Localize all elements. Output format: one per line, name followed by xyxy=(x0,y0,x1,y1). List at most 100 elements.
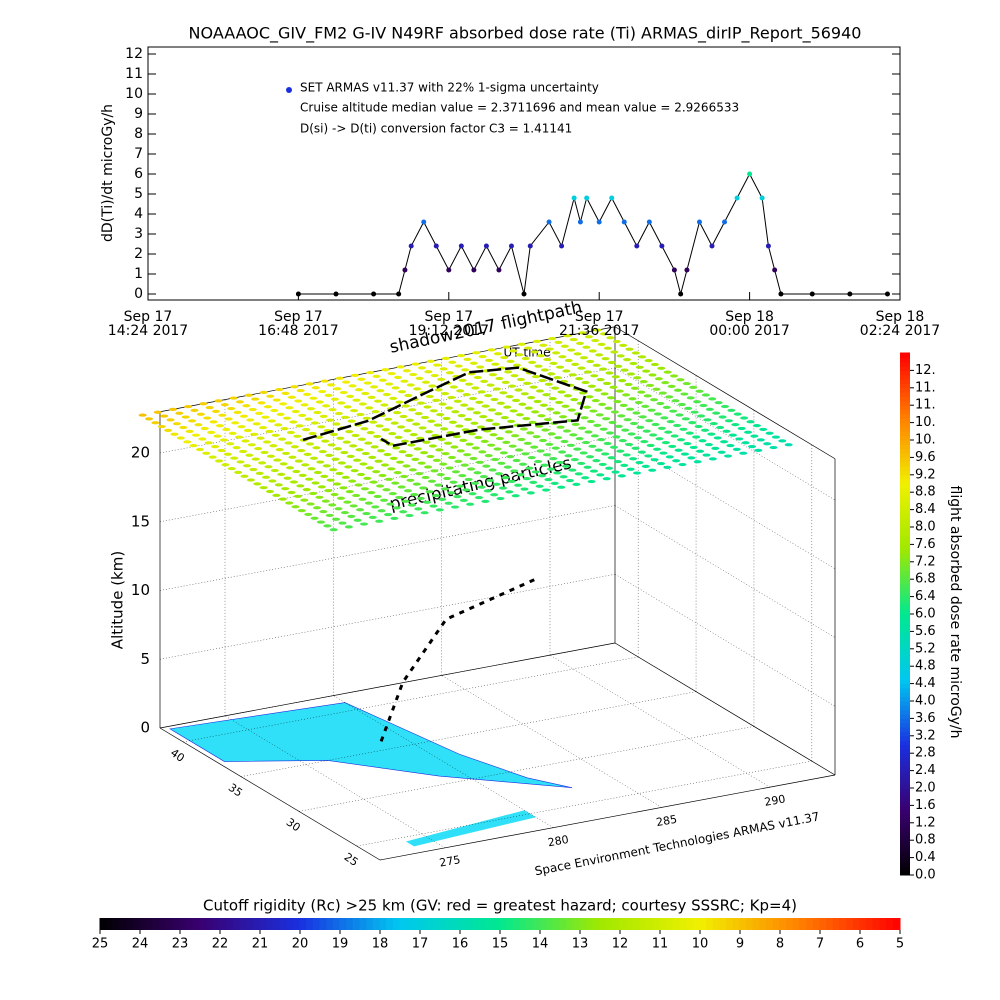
field-cell xyxy=(433,363,442,367)
field-cell xyxy=(276,412,285,416)
field-cell xyxy=(544,382,553,386)
field-cell xyxy=(556,365,565,369)
color-step xyxy=(746,918,754,930)
field-cell xyxy=(699,403,708,408)
field-cell xyxy=(434,483,443,487)
field-cell xyxy=(534,459,543,464)
field-cell xyxy=(211,445,220,449)
field-cell xyxy=(769,445,778,450)
color-step xyxy=(900,356,910,363)
field-cell xyxy=(291,409,300,414)
color-step xyxy=(900,852,910,859)
field-cell xyxy=(576,341,585,345)
field-cell xyxy=(308,431,317,436)
field-cell xyxy=(638,355,647,359)
color-step xyxy=(900,670,910,676)
field-cell xyxy=(432,398,441,402)
field-cell xyxy=(397,485,406,489)
field-cell xyxy=(509,409,518,413)
field-cell xyxy=(603,346,612,350)
color-step xyxy=(452,918,461,930)
field-cell xyxy=(538,474,547,478)
color-step xyxy=(900,417,910,424)
field-cell xyxy=(702,453,711,457)
field-cell xyxy=(422,440,431,444)
color-step xyxy=(459,918,468,930)
field-cell xyxy=(724,454,733,458)
field-cell xyxy=(479,475,488,479)
field-cell xyxy=(469,361,478,365)
field-cell xyxy=(438,497,447,502)
field-cell xyxy=(280,427,289,431)
color-step xyxy=(900,378,910,384)
colorbar-tick-label: 21 xyxy=(252,937,269,952)
field-cell xyxy=(496,401,505,405)
color-step xyxy=(439,918,448,930)
colorbar-tick-label: 19 xyxy=(332,937,349,952)
grid-line xyxy=(614,505,836,638)
field-cell xyxy=(650,398,659,402)
field-cell xyxy=(400,379,409,383)
color-step xyxy=(319,918,328,930)
field-cell xyxy=(658,391,667,395)
field-cell xyxy=(562,429,571,433)
field-cell xyxy=(784,443,793,447)
data-point xyxy=(521,291,527,297)
field-cell xyxy=(575,377,584,381)
field-cell xyxy=(439,367,448,371)
color-step xyxy=(679,918,688,930)
field-cell xyxy=(516,473,525,477)
field-cell xyxy=(334,507,343,511)
field-cell xyxy=(281,391,290,395)
field-cell xyxy=(597,438,606,442)
field-cell xyxy=(400,474,409,479)
color-step xyxy=(900,396,910,402)
field-cell xyxy=(429,504,438,508)
field-cell xyxy=(667,384,676,389)
field-cell xyxy=(451,505,460,509)
field-cell xyxy=(622,393,631,397)
color-step xyxy=(479,918,488,930)
field-cell xyxy=(344,525,353,529)
field-cell xyxy=(319,509,328,514)
field-cell xyxy=(353,518,362,522)
field-cell xyxy=(380,403,389,407)
field-cell xyxy=(659,451,668,455)
field-cell xyxy=(361,391,370,396)
field-cell xyxy=(693,400,702,404)
field-cell xyxy=(634,400,643,405)
field-cell xyxy=(616,354,625,358)
field-cell xyxy=(219,438,228,442)
field-cell xyxy=(617,414,626,418)
field-cell xyxy=(633,376,642,380)
field-cell xyxy=(294,459,303,463)
colorbar-tick-label: 8 xyxy=(776,937,784,952)
field-cell xyxy=(179,425,188,430)
field-cell xyxy=(502,345,511,349)
z-tick-label: 5 xyxy=(140,650,150,668)
field-cell xyxy=(614,364,623,368)
field-cell xyxy=(279,402,288,406)
color-step xyxy=(900,865,910,872)
color-step xyxy=(900,365,910,371)
field-cell xyxy=(540,368,549,372)
field-cell xyxy=(661,441,670,445)
color-step xyxy=(900,422,910,428)
field-cell xyxy=(517,342,526,346)
field-cell xyxy=(251,397,260,401)
lon-tick-label: 275 xyxy=(438,853,461,869)
field-cell xyxy=(274,423,283,427)
field-cell xyxy=(452,434,461,439)
z-tick-label: 10 xyxy=(131,581,150,599)
field-cell xyxy=(416,496,425,501)
field-cell xyxy=(242,404,251,408)
field-cell xyxy=(370,385,379,389)
field-cell xyxy=(456,449,465,453)
field-cell xyxy=(530,350,539,354)
color-step xyxy=(506,918,514,930)
field-cell xyxy=(587,384,596,388)
field-cell xyxy=(215,459,224,463)
field-cell xyxy=(297,448,306,453)
field-cell xyxy=(390,421,399,425)
